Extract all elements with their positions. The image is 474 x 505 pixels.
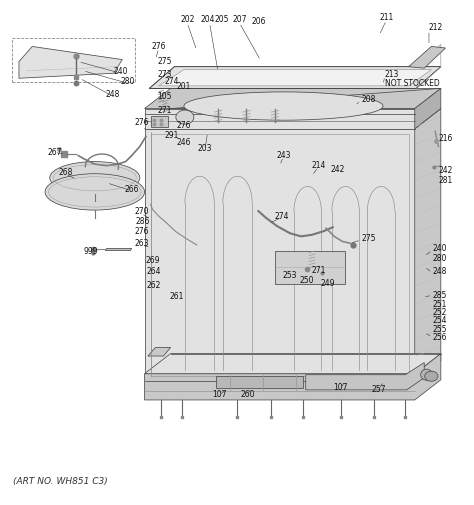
Polygon shape: [151, 116, 168, 127]
Text: 243: 243: [276, 151, 291, 160]
Ellipse shape: [420, 369, 432, 380]
Ellipse shape: [184, 92, 383, 120]
Text: 248: 248: [432, 267, 447, 276]
Text: 280: 280: [121, 77, 135, 86]
Text: 274: 274: [275, 212, 289, 221]
Polygon shape: [145, 354, 441, 400]
Polygon shape: [145, 88, 441, 109]
Text: 242: 242: [330, 165, 345, 174]
Polygon shape: [145, 109, 441, 129]
Text: 246: 246: [177, 138, 191, 147]
Text: 207: 207: [232, 15, 246, 24]
Text: 204: 204: [201, 15, 215, 24]
Text: 212: 212: [429, 23, 443, 32]
Polygon shape: [145, 109, 415, 129]
Text: 211: 211: [379, 13, 393, 22]
Polygon shape: [216, 376, 303, 388]
Polygon shape: [145, 354, 441, 374]
Text: 281: 281: [438, 176, 453, 185]
Text: 107: 107: [212, 390, 226, 399]
Text: 266: 266: [125, 185, 139, 194]
Text: (ART NO. WH851 C3): (ART NO. WH851 C3): [13, 477, 108, 486]
Text: 269: 269: [146, 256, 160, 265]
Text: 206: 206: [251, 17, 265, 26]
Text: 260: 260: [240, 390, 255, 399]
Polygon shape: [149, 67, 441, 88]
Text: 252: 252: [432, 308, 447, 317]
Text: 202: 202: [180, 15, 194, 24]
Text: 268: 268: [58, 168, 73, 177]
Text: 999: 999: [84, 247, 98, 256]
Text: 271: 271: [311, 266, 326, 275]
Polygon shape: [415, 88, 441, 129]
Text: 205: 205: [215, 15, 229, 24]
Text: 264: 264: [147, 267, 161, 276]
Text: 267: 267: [47, 148, 62, 157]
Text: 242: 242: [438, 166, 453, 175]
Text: 240: 240: [114, 67, 128, 76]
Text: 286: 286: [136, 217, 150, 226]
Ellipse shape: [50, 162, 140, 194]
Polygon shape: [19, 46, 122, 78]
Text: 285: 285: [432, 291, 447, 300]
Text: 251: 251: [432, 299, 447, 309]
Text: 208: 208: [361, 95, 375, 105]
Text: 276: 276: [134, 118, 148, 127]
Text: 201: 201: [177, 82, 191, 91]
Text: 270: 270: [134, 207, 148, 216]
Text: 107: 107: [333, 383, 347, 392]
Text: 276: 276: [177, 121, 191, 130]
Text: 275: 275: [158, 57, 172, 66]
Text: 250: 250: [300, 276, 314, 285]
Polygon shape: [306, 363, 424, 390]
Text: 213: 213: [385, 70, 399, 79]
Text: 240: 240: [432, 244, 447, 253]
Text: 262: 262: [147, 281, 161, 290]
Text: 276: 276: [134, 227, 148, 236]
Polygon shape: [159, 70, 431, 86]
Text: 254: 254: [432, 316, 447, 325]
Text: 249: 249: [321, 279, 335, 288]
Text: 255: 255: [432, 325, 447, 334]
Ellipse shape: [45, 174, 145, 210]
Text: 263: 263: [134, 239, 148, 248]
Text: 273: 273: [158, 70, 172, 79]
Text: 257: 257: [371, 385, 385, 394]
Ellipse shape: [176, 110, 194, 124]
Text: 261: 261: [169, 292, 183, 301]
Text: 216: 216: [438, 134, 453, 143]
Polygon shape: [275, 251, 345, 284]
Text: 275: 275: [361, 234, 376, 243]
Text: 203: 203: [198, 144, 212, 154]
Text: 256: 256: [432, 333, 447, 342]
Polygon shape: [415, 109, 441, 381]
Text: 248: 248: [105, 90, 119, 99]
Polygon shape: [105, 248, 132, 250]
Polygon shape: [148, 347, 171, 356]
Polygon shape: [409, 46, 446, 68]
Ellipse shape: [425, 371, 438, 381]
Text: NOT STOCKED: NOT STOCKED: [385, 79, 440, 88]
Text: 105: 105: [158, 92, 172, 102]
Text: 253: 253: [283, 271, 297, 280]
Text: 274: 274: [164, 77, 179, 86]
Text: 271: 271: [158, 106, 172, 115]
Text: 276: 276: [152, 42, 166, 51]
Text: 280: 280: [432, 254, 447, 263]
Text: 214: 214: [311, 161, 326, 170]
Text: 291: 291: [164, 131, 179, 140]
Polygon shape: [145, 129, 415, 381]
